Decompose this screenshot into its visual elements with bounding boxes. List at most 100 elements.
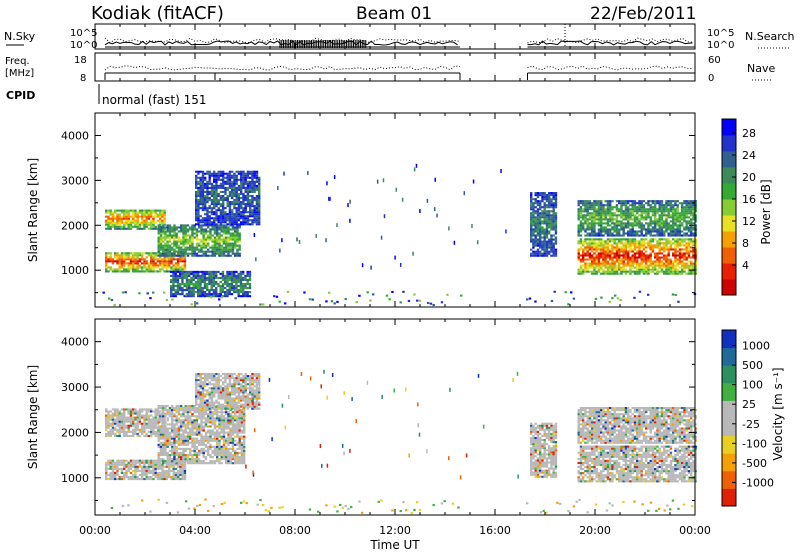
heatmap-cell [530,236,533,239]
heatmap-cell [253,213,256,216]
heatmap-cell [201,289,204,292]
heatmap-cell [129,422,133,425]
heatmap-cell [591,234,594,237]
heatmap-cell [620,240,623,243]
heatmap-cell [230,284,234,288]
heatmap-cell [218,224,221,227]
heatmap-cell [174,258,178,261]
heatmap-cell [600,248,603,251]
heatmap-cell [545,198,549,201]
heatmap-cell [611,222,614,225]
heatmap-cell [663,258,666,261]
heatmap-cell [658,252,661,255]
heatmap-cell [111,473,115,477]
heatmap-cell [221,270,225,273]
heatmap-cell [645,258,648,261]
heatmap-cell [190,289,193,292]
heatmap-cell [543,254,546,257]
heatmap-cell [534,240,537,243]
heatmap-cell [604,254,607,257]
heatmap-cell [199,284,202,288]
heatmap-cell [620,248,623,251]
heatmap-cell [159,268,162,271]
heatmap-cell [654,220,657,223]
heatmap-cell [545,244,549,247]
heatmap-cell [663,254,666,257]
heatmap-cell [539,236,542,239]
heatmap-cell [154,426,157,429]
heatmap-cell [656,268,659,271]
heatmap-cell [240,190,243,194]
heatmap-cell [228,291,231,294]
heatmap-cell [170,461,173,464]
heatmap-cell [669,264,673,267]
heatmap-cell [111,221,115,224]
heatmap-cell [215,184,218,187]
heatmap-cell [213,236,217,239]
heatmap-cell [656,220,659,223]
heatmap-cell [665,256,668,259]
heatmap-cell [249,213,252,216]
heatmap-cell [597,238,601,241]
heatmap-cell [204,221,207,224]
heatmap-cell [125,268,128,271]
heatmap-cell [229,246,232,249]
heatmap-cell [253,198,256,202]
heatmap-cell [143,211,146,214]
heatmap-cell [152,467,155,470]
heatmap-cell [221,287,225,290]
heatmap-cell [234,254,237,257]
heatmap-cell [600,224,603,227]
heatmap-cell [162,413,165,416]
heatmap-cell [226,194,229,198]
heatmap-cell [584,262,587,265]
heatmap-cell [536,240,540,243]
heatmap-cell [184,447,187,450]
heatmap-cell [211,240,214,243]
heatmap-cell [156,266,160,269]
heatmap-cell [633,216,637,219]
heatmap-cell [163,260,166,263]
heatmap-cell [173,447,176,450]
heatmap-cell [248,295,252,298]
heatmap-cell [586,250,589,253]
heatmap-cell [134,270,137,273]
heatmap-cell [127,465,130,468]
heatmap-cell [194,284,198,288]
heatmap-cell [577,270,580,273]
heatmap-cell [191,230,194,233]
heatmap-cell [407,299,411,303]
heatmap-cell [217,170,220,173]
heatmap-cell [606,244,610,247]
heatmap-cell [588,206,592,209]
heatmap-cell [222,203,225,206]
heatmap-cell [694,240,697,243]
heatmap-cell [624,210,628,213]
heatmap-cell [543,234,546,237]
heatmap-cell [184,252,187,255]
heatmap-cell [152,260,155,263]
heatmap-cell [204,186,207,189]
heatmap-cell [222,176,225,179]
heatmap-cell [213,250,217,253]
heatmap-cell [669,206,673,209]
heatmap-cell [219,170,223,173]
heatmap-cell [201,192,205,196]
heatmap-cell [182,230,185,233]
heatmap-cell [236,232,239,235]
heatmap-cell [611,232,614,235]
heatmap-cell [665,240,668,243]
heatmap-cell [136,420,139,423]
heatmap-cell [690,222,693,225]
heatmap-cell [681,218,684,221]
heatmap-cell [600,230,603,233]
heatmap-cell [159,256,162,259]
heatmap-cell [172,258,175,261]
heatmap-cell [413,167,416,172]
heatmap-cell [588,228,592,231]
heatmap-cell [663,204,666,207]
heatmap-cell [663,222,666,225]
heatmap-cell [138,469,142,472]
heatmap-cell [174,473,178,477]
heatmap-cell [186,230,190,233]
